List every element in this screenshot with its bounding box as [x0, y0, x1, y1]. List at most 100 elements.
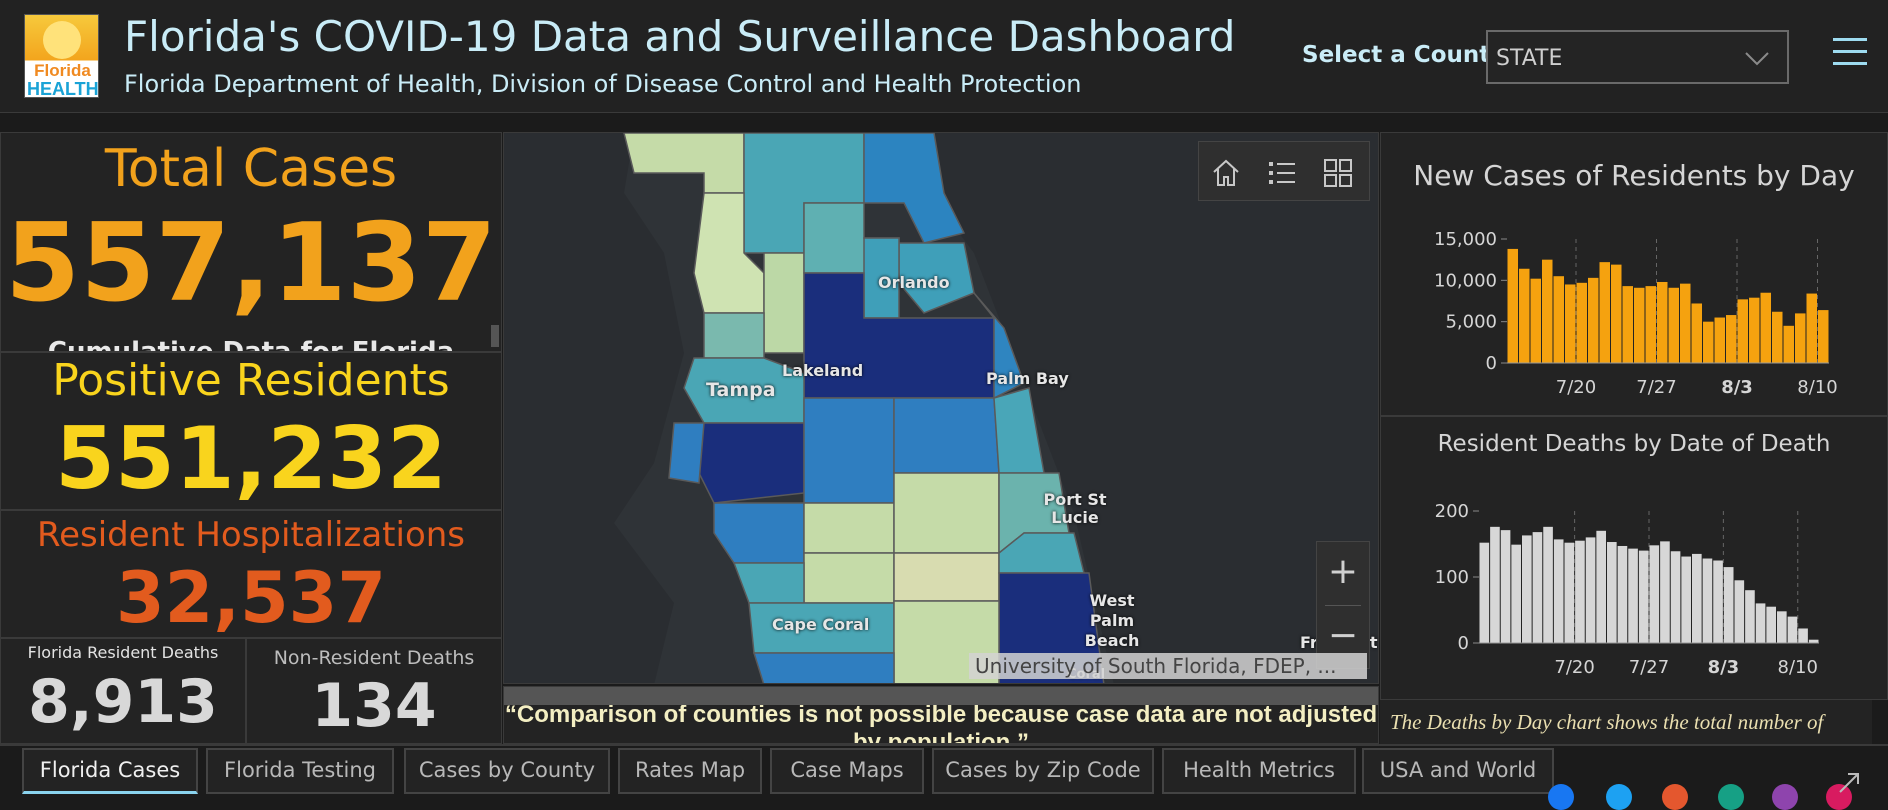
tab-rates-map[interactable]: Rates Map [618, 748, 762, 794]
bar[interactable] [1681, 556, 1691, 643]
zoom-out-button[interactable]: − [1327, 615, 1359, 656]
bar[interactable] [1576, 282, 1588, 363]
bar[interactable] [1660, 541, 1670, 643]
bar[interactable] [1745, 590, 1755, 643]
legend-list-icon[interactable] [1267, 158, 1297, 188]
tab-cases-by-zip[interactable]: Cases by Zip Code [932, 748, 1154, 794]
basemap-gallery-icon[interactable] [1323, 158, 1353, 188]
bar[interactable] [1490, 526, 1500, 643]
bar[interactable] [1808, 639, 1819, 643]
bar[interactable] [1734, 580, 1745, 643]
bar[interactable] [1755, 603, 1766, 643]
bar[interactable] [1795, 313, 1806, 363]
county-shape[interactable] [863, 133, 966, 244]
bar[interactable] [1565, 284, 1576, 363]
home-icon[interactable] [1211, 158, 1241, 188]
hamburger-menu-icon[interactable] [1833, 38, 1867, 70]
county-shape[interactable] [973, 292, 1025, 400]
bar[interactable] [1772, 311, 1783, 363]
bar[interactable] [1543, 526, 1553, 643]
bar[interactable] [1749, 297, 1760, 363]
map-attribution[interactable]: University of South Florida, FDEP, ... [969, 653, 1367, 679]
bar[interactable] [1645, 286, 1657, 363]
bar[interactable] [1692, 553, 1702, 643]
bar[interactable] [1522, 535, 1532, 643]
instagram-icon[interactable] [1772, 784, 1798, 810]
county-shape-manatee[interactable] [713, 502, 805, 564]
bar[interactable] [1596, 530, 1606, 643]
bar[interactable] [1818, 310, 1829, 363]
bar[interactable] [1553, 539, 1564, 643]
bar[interactable] [1806, 293, 1818, 363]
county-map[interactable]: Orlando Lakeland Tampa Palm Bay Port St … [503, 132, 1379, 684]
bar[interactable] [1511, 544, 1521, 643]
county-shape[interactable] [803, 552, 895, 604]
county-shape-hillsborough[interactable] [693, 422, 805, 504]
facebook-icon[interactable] [1548, 784, 1574, 810]
bar[interactable] [1542, 259, 1553, 363]
bar[interactable] [1714, 317, 1726, 363]
bar[interactable] [1702, 558, 1713, 643]
bar[interactable] [1588, 277, 1599, 363]
twitter-icon[interactable] [1606, 784, 1632, 810]
bar[interactable] [1622, 286, 1634, 363]
bar[interactable] [1611, 264, 1622, 363]
bar[interactable] [1670, 551, 1681, 643]
bar[interactable] [1691, 303, 1703, 363]
bar[interactable] [1617, 545, 1628, 643]
bar[interactable] [1530, 278, 1542, 363]
bar[interactable] [1766, 606, 1776, 643]
bar[interactable] [1657, 281, 1668, 363]
bar[interactable] [1564, 542, 1575, 643]
bar[interactable] [1599, 262, 1611, 363]
bar[interactable] [1760, 292, 1772, 363]
tab-usa-and-world[interactable]: USA and World [1362, 748, 1554, 794]
tab-florida-cases[interactable]: Florida Cases [22, 748, 198, 794]
bar[interactable] [1607, 542, 1617, 643]
bar[interactable] [1783, 325, 1795, 363]
county-shape[interactable] [893, 552, 1000, 602]
bar[interactable] [1628, 548, 1638, 643]
bar[interactable] [1634, 287, 1645, 363]
bar[interactable] [1479, 542, 1490, 643]
bar[interactable] [1713, 560, 1723, 644]
expand-icon[interactable] [1836, 770, 1862, 796]
tab-cases-by-county[interactable]: Cases by County [404, 748, 610, 794]
county-shape[interactable] [763, 252, 805, 354]
bar[interactable] [1638, 550, 1649, 643]
scrollbar-thumb[interactable] [491, 325, 499, 347]
county-shape-brevard[interactable] [993, 387, 1045, 474]
bar[interactable] [1680, 283, 1691, 363]
bar[interactable] [1500, 530, 1511, 643]
bar[interactable] [1798, 628, 1808, 643]
county-shape[interactable] [803, 502, 895, 554]
bar[interactable] [1726, 315, 1737, 363]
bar[interactable] [1777, 611, 1787, 643]
bar[interactable] [1668, 287, 1680, 363]
bar[interactable] [1519, 268, 1530, 363]
county-select[interactable]: STATE [1486, 30, 1789, 84]
tab-health-metrics[interactable]: Health Metrics [1162, 748, 1356, 794]
zoom-in-button[interactable]: + [1327, 551, 1359, 592]
bar[interactable] [1649, 545, 1660, 643]
county-shape-pinellas[interactable] [668, 422, 705, 484]
tab-florida-testing[interactable]: Florida Testing [206, 748, 394, 794]
bar[interactable] [1532, 532, 1543, 643]
county-shape-polk[interactable] [803, 397, 895, 504]
share-icon[interactable] [1662, 784, 1688, 810]
email-icon[interactable] [1718, 784, 1744, 810]
bar[interactable] [1737, 299, 1749, 363]
bar[interactable] [1787, 616, 1798, 643]
county-shape[interactable] [703, 312, 765, 359]
county-shape-lee[interactable] [752, 652, 895, 684]
bar[interactable] [1585, 537, 1596, 643]
bar[interactable] [1553, 276, 1565, 363]
county-shape[interactable] [893, 472, 1000, 554]
bar[interactable] [1507, 248, 1519, 363]
scrollbar-thumb[interactable] [504, 687, 1378, 705]
county-shape-osceola[interactable] [893, 397, 1000, 474]
bar[interactable] [1575, 540, 1585, 643]
bar[interactable] [1723, 567, 1734, 643]
tab-case-maps[interactable]: Case Maps [770, 748, 924, 794]
bar[interactable] [1703, 321, 1714, 363]
